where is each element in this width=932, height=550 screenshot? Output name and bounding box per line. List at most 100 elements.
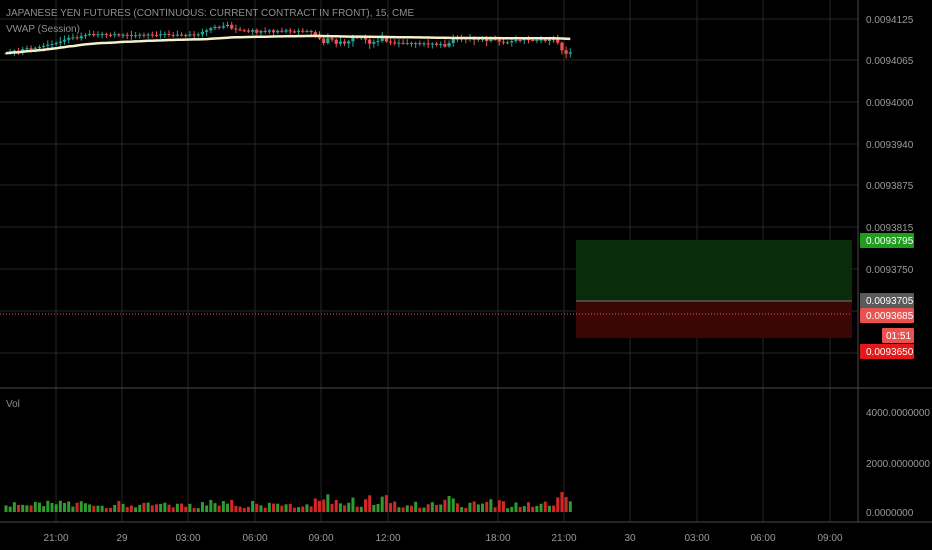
- candle-body[interactable]: [251, 30, 255, 32]
- volume-bar[interactable]: [209, 499, 213, 512]
- candle-body[interactable]: [184, 35, 188, 37]
- volume-bar[interactable]: [113, 505, 117, 512]
- volume-bar[interactable]: [159, 503, 163, 512]
- volume-bar[interactable]: [493, 507, 497, 512]
- volume-bar[interactable]: [351, 497, 355, 512]
- candle-body[interactable]: [271, 30, 276, 33]
- candle-body[interactable]: [501, 41, 506, 43]
- candle-body[interactable]: [238, 29, 242, 31]
- candle-body[interactable]: [200, 31, 205, 35]
- candle-body[interactable]: [434, 43, 439, 45]
- volume-bar[interactable]: [501, 501, 505, 512]
- volume-bar[interactable]: [313, 498, 317, 512]
- volume-bar[interactable]: [288, 503, 292, 512]
- volume-bar[interactable]: [54, 504, 58, 512]
- volume-bar[interactable]: [79, 501, 83, 512]
- vwap-line[interactable]: [5, 34, 571, 55]
- volume-bar[interactable]: [506, 508, 510, 512]
- bar-countdown-tag[interactable]: 01:51: [882, 328, 914, 343]
- candle-body[interactable]: [167, 33, 171, 35]
- candle-body[interactable]: [439, 44, 443, 46]
- stop-price-tag[interactable]: 0.0093650: [860, 344, 914, 359]
- volume-bar[interactable]: [560, 491, 564, 512]
- candle-body[interactable]: [71, 37, 75, 39]
- volume-bar[interactable]: [355, 506, 359, 512]
- volume-bar[interactable]: [171, 507, 175, 512]
- volume-bar[interactable]: [552, 505, 556, 512]
- candle-body[interactable]: [230, 24, 234, 29]
- candle-body[interactable]: [418, 43, 422, 45]
- volume-bar[interactable]: [180, 503, 184, 512]
- candle-body[interactable]: [430, 43, 434, 45]
- volume-bar[interactable]: [318, 500, 321, 512]
- candle-body[interactable]: [276, 30, 280, 33]
- volume-bar[interactable]: [535, 505, 539, 512]
- volume-bar[interactable]: [472, 501, 476, 512]
- volume-bar[interactable]: [309, 506, 313, 512]
- candle-body[interactable]: [125, 34, 129, 36]
- volume-bar[interactable]: [25, 505, 29, 512]
- volume-bar[interactable]: [547, 505, 551, 512]
- volume-bar[interactable]: [238, 506, 242, 512]
- volume-bar[interactable]: [409, 505, 413, 512]
- candle-body[interactable]: [267, 30, 271, 32]
- candle-body[interactable]: [547, 39, 551, 41]
- volume-bar[interactable]: [255, 503, 259, 512]
- volume-bar[interactable]: [347, 502, 351, 512]
- entry-price-tag[interactable]: 0.0093705: [860, 293, 914, 308]
- candle-body[interactable]: [405, 43, 409, 45]
- candle-body[interactable]: [301, 30, 305, 32]
- volume-bar[interactable]: [451, 498, 455, 512]
- volume-bar[interactable]: [343, 505, 347, 512]
- candle-body[interactable]: [363, 37, 368, 40]
- candle-body[interactable]: [493, 39, 497, 41]
- volume-bar[interactable]: [230, 499, 234, 512]
- candle-body[interactable]: [154, 35, 159, 37]
- candle-body[interactable]: [556, 39, 560, 43]
- candle-body[interactable]: [117, 34, 121, 36]
- candle-body[interactable]: [171, 34, 175, 36]
- volume-bar[interactable]: [154, 504, 158, 512]
- candle-body[interactable]: [234, 28, 238, 30]
- candle-body[interactable]: [393, 42, 397, 44]
- candle-body[interactable]: [196, 34, 200, 36]
- candle-body[interactable]: [409, 43, 414, 45]
- volume-bar[interactable]: [213, 503, 217, 512]
- candle-body[interactable]: [259, 30, 263, 33]
- volume-bar[interactable]: [117, 500, 121, 512]
- volume-bar[interactable]: [368, 495, 372, 512]
- volume-bar[interactable]: [439, 504, 443, 512]
- candle-body[interactable]: [255, 30, 259, 33]
- candle-body[interactable]: [150, 34, 154, 36]
- volume-bar[interactable]: [242, 507, 246, 512]
- candle-body[interactable]: [221, 26, 225, 28]
- volume-bar[interactable]: [301, 506, 305, 512]
- volume-bar[interactable]: [167, 504, 171, 512]
- candle-body[interactable]: [451, 38, 455, 44]
- candle-body[interactable]: [79, 36, 83, 39]
- volume-bar[interactable]: [246, 506, 250, 512]
- volume-bar[interactable]: [485, 501, 489, 512]
- price-tags[interactable]: 0.0093795 0.0093705 0.0093685 01:51 0.00…: [860, 233, 914, 359]
- volume-bar[interactable]: [46, 500, 50, 512]
- volume-bar[interactable]: [376, 504, 380, 512]
- candle-body[interactable]: [113, 34, 117, 36]
- volume-bar[interactable]: [527, 502, 530, 512]
- volume-bar[interactable]: [326, 494, 330, 512]
- volume-bar[interactable]: [292, 507, 296, 512]
- candle-body[interactable]: [280, 30, 284, 32]
- price-axis[interactable]: 0.0094125 0.0094065 0.0094000 0.0093940 …: [866, 15, 914, 276]
- candle-body[interactable]: [213, 26, 217, 29]
- volume-bar[interactable]: [272, 503, 276, 512]
- volume-bar[interactable]: [104, 508, 108, 512]
- candle-body[interactable]: [564, 50, 568, 54]
- volume-bar[interactable]: [92, 505, 96, 512]
- candle-body[interactable]: [146, 34, 150, 36]
- volume-bar[interactable]: [468, 502, 472, 512]
- volume-bar[interactable]: [83, 503, 87, 512]
- candle-body[interactable]: [67, 37, 71, 40]
- volume-bar[interactable]: [129, 505, 133, 512]
- candle-body[interactable]: [46, 44, 50, 46]
- candle-body[interactable]: [25, 48, 29, 50]
- volume-bar[interactable]: [221, 501, 225, 512]
